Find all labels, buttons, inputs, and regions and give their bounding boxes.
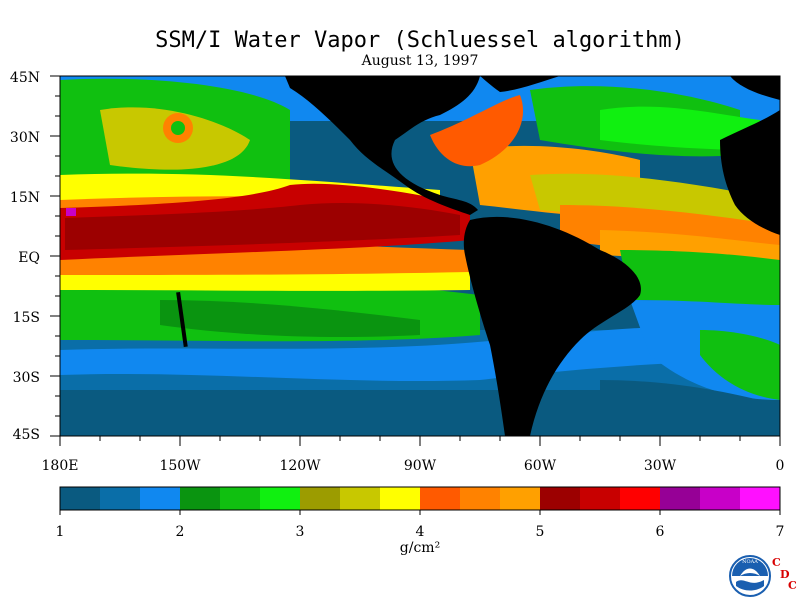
cdc-letter: C: [772, 556, 781, 569]
lon-label: 150W: [159, 458, 201, 474]
colorbar-swatch: [420, 487, 461, 510]
land-mask: [176, 76, 780, 436]
colorbar-swatch: [300, 487, 341, 510]
colorbar-swatch: [700, 487, 741, 510]
colorbar-tick-label: 3: [296, 524, 305, 540]
colorbar-swatch: [540, 487, 581, 510]
colorbar-swatch: [620, 487, 661, 510]
lat-label: 15N: [10, 190, 40, 206]
map-subtitle-date: August 13, 1997: [361, 53, 479, 69]
colorbar-swatch: [460, 487, 501, 510]
cdc-letter: D: [780, 568, 790, 581]
water-vapor-field: [60, 76, 780, 436]
map-title: SSM/I Water Vapor (Schluessel algorithm): [155, 28, 685, 53]
colorbar-swatch: [260, 487, 301, 510]
colorbar-swatch: [660, 487, 701, 510]
colorbar-swatch: [580, 487, 621, 510]
lon-label: 0: [776, 458, 785, 474]
lon-label: 90W: [404, 458, 437, 474]
lat-label: 15S: [13, 310, 40, 326]
colorbar-frame: [59, 486, 781, 511]
colorbar-tick-label: 5: [536, 524, 545, 540]
colorbar-swatch: [60, 487, 101, 510]
colorbar-swatch: [220, 487, 261, 510]
latitude-ticks: [50, 75, 60, 437]
colorbar-swatch: [140, 487, 181, 510]
noaa-seal-text: NOAA: [742, 559, 758, 565]
colorbar-swatch: [740, 487, 781, 510]
lon-label: 120W: [279, 458, 321, 474]
lat-label: EQ: [18, 250, 40, 266]
colorbar-tick-label: 1: [56, 524, 65, 540]
lat-label: 45S: [13, 427, 40, 443]
colorbar-unit-label: g/cm²: [399, 540, 441, 556]
longitude-ticks: [59, 436, 781, 446]
colorbar-swatch: [500, 487, 541, 510]
colorbar-tick-label: 4: [416, 524, 425, 540]
colorbar-tick-label: 6: [656, 524, 665, 540]
lon-label: 180E: [42, 458, 79, 474]
colorbar-swatch: [100, 487, 141, 510]
colorbar: [59, 487, 781, 515]
lon-label: 30W: [644, 458, 677, 474]
colorbar-tick-label: 7: [776, 524, 785, 540]
lat-label: 45N: [10, 70, 40, 86]
lat-label: 30N: [10, 130, 40, 146]
lon-label: 60W: [524, 458, 557, 474]
cdc-letter: C: [788, 579, 797, 592]
colorbar-swatch: [380, 487, 421, 510]
lat-label: 30S: [13, 370, 40, 386]
noaa-cdc-logo: NOAA C D C: [729, 555, 797, 597]
colorbar-swatch: [180, 487, 221, 510]
colorbar-swatch: [340, 487, 381, 510]
colorbar-tick-label: 2: [176, 524, 185, 540]
